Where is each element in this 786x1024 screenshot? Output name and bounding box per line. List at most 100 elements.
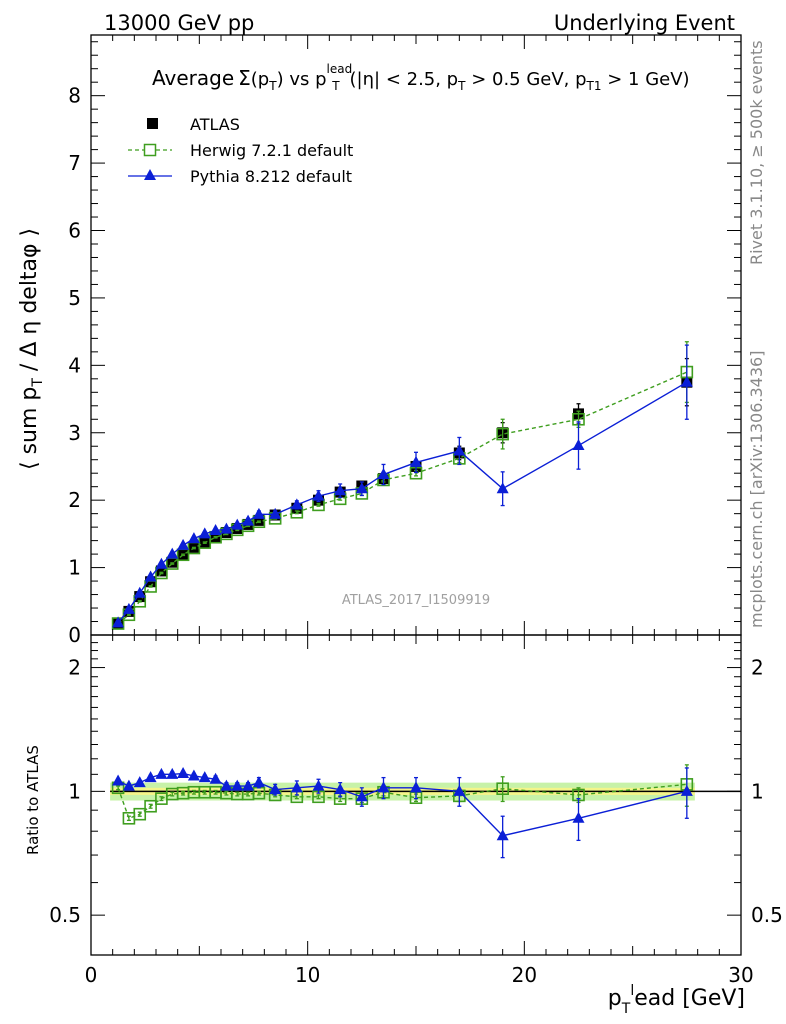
pythia-data-point	[209, 524, 222, 536]
legend-marker-pythia	[144, 169, 156, 180]
y-tick-label: 0	[68, 623, 81, 647]
herwig-data-point	[198, 536, 212, 549]
pythia-ratio-point	[231, 779, 244, 791]
pythia-data-point	[155, 557, 168, 569]
pythia-ratio-point	[133, 776, 146, 788]
pythia-data-point	[334, 484, 347, 496]
pythia-ratio-point	[187, 769, 200, 781]
legend: ATLAS Herwig 7.2.1 default Pythia 8.212 …	[128, 115, 353, 186]
ratio-y-tick-label-right: 0.5	[751, 903, 783, 927]
pythia-data-point	[252, 507, 265, 519]
herwig-ratio-point	[187, 785, 201, 799]
rivet-label: Rivet 3.1.10, ≥ 500k events	[747, 40, 766, 265]
x-tick-label: 20	[512, 963, 537, 987]
ratio-y-tick-label: 2	[68, 656, 81, 680]
pythia-ratio-point	[166, 767, 179, 779]
atlas-data-point	[253, 514, 265, 526]
pythia-ratio-point	[680, 784, 693, 796]
legend-label-atlas: ATLAS	[190, 115, 240, 134]
ratio-y-tick-label: 1	[68, 779, 81, 803]
herwig-ratio-point	[122, 811, 136, 825]
y-tick-label: 4	[68, 353, 81, 377]
y-tick-label: 6	[68, 219, 81, 243]
herwig-ratio-point	[496, 782, 509, 795]
pythia-ratio-point	[155, 767, 168, 779]
pythia-data-point	[269, 507, 282, 519]
ratio-y-tick-label: 0.5	[49, 903, 81, 927]
y-tick-label: 8	[68, 84, 81, 108]
y-tick-label: 1	[68, 556, 81, 580]
pythia-ratio-point	[122, 779, 135, 791]
pythia-data-point	[572, 439, 585, 451]
mcplots-label: mcplots.cern.ch [arXiv:1306.3436]	[747, 351, 766, 628]
header-right-label: Underlying Event	[554, 11, 735, 35]
y-tick-label: 7	[68, 151, 81, 175]
pythia-data-point	[680, 375, 693, 387]
main-plot: 0 1 2 3 4 5 6 7 8	[68, 34, 742, 647]
analysis-watermark: ATLAS_2017_I1509919	[342, 593, 490, 608]
pythia-data-point	[242, 514, 255, 526]
pythia-data-point	[187, 532, 200, 544]
herwig-ratio-point	[165, 787, 179, 801]
pythia-ratio-point	[198, 771, 211, 783]
pythia-ratio-point	[269, 783, 282, 795]
x-tick-label: 0	[85, 963, 98, 987]
pythia-ratio-point	[242, 779, 255, 791]
legend-label-pythia: Pythia 8.212 default	[190, 167, 352, 186]
pythia-data-point	[177, 538, 190, 550]
herwig-ratio-point	[133, 807, 147, 821]
legend-marker-atlas	[147, 118, 158, 129]
plot-title: Average Σ(pT) vs plead T (|η| < 2.5, pT > 0…	[152, 62, 690, 93]
herwig-ratio-point	[155, 792, 168, 805]
atlas-data-point	[166, 556, 178, 568]
legend-marker-herwig	[143, 143, 157, 157]
pythia-ratio-point	[312, 779, 325, 791]
herwig-data-point	[165, 557, 179, 570]
pythia-data-point	[290, 498, 303, 510]
herwig-ratio-point	[252, 786, 266, 800]
ratio-y-tick-label-right: 2	[751, 656, 764, 680]
pythia-ratio-point	[112, 774, 125, 786]
herwig-data-point	[176, 548, 190, 562]
y-tick-label: 2	[68, 488, 81, 512]
pythia-data-point	[377, 468, 390, 480]
pythia-data-point	[112, 616, 125, 628]
x-tick-label: 30	[728, 963, 753, 987]
pythia-ratio-point	[177, 767, 190, 779]
pythia-data-point	[220, 522, 233, 534]
pythia-data-point	[453, 444, 466, 456]
pythia-ratio-point	[572, 811, 585, 823]
ratio-y-axis-label: Ratio to ATLAS	[24, 745, 42, 855]
legend-label-herwig: Herwig 7.2.1 default	[190, 141, 353, 160]
x-tick-label: 10	[295, 963, 320, 987]
y-tick-label: 3	[68, 421, 81, 445]
ratio-plot: 0 10 20 300.5 0.51 12 2	[49, 35, 783, 987]
herwig-line	[117, 371, 688, 625]
y-tick-label: 5	[68, 286, 81, 310]
pythia-ratio-point	[496, 829, 509, 841]
atlas-data-point	[155, 565, 167, 577]
pythia-ratio-point	[209, 772, 222, 784]
header-left-label: 13000 GeV pp	[104, 11, 254, 35]
pythia-data-point	[355, 482, 368, 494]
pythia-ratio-point	[355, 790, 368, 802]
herwig-ratio-point	[209, 785, 222, 799]
pythia-data-point	[231, 518, 244, 530]
pythia-data-point	[166, 547, 179, 559]
pythia-data-point	[133, 586, 146, 598]
pythia-data-point	[410, 455, 422, 467]
pythia-ratio-point	[220, 779, 233, 791]
pythia-data-point	[496, 482, 509, 494]
pythia-ratio-point	[334, 783, 347, 795]
x-axis-label: pTlead [GeV]	[608, 983, 745, 1017]
pythia-data-point	[122, 602, 135, 614]
pythia-data-point	[198, 527, 211, 539]
pythia-ratio-point	[410, 781, 422, 793]
pythia-ratio-point	[144, 771, 157, 783]
pythia-data-point	[144, 570, 157, 582]
pythia-ratio-point	[252, 776, 265, 788]
pythia-line	[117, 381, 688, 624]
herwig-data-point	[187, 541, 201, 555]
pythia-ratio-point	[290, 781, 303, 793]
